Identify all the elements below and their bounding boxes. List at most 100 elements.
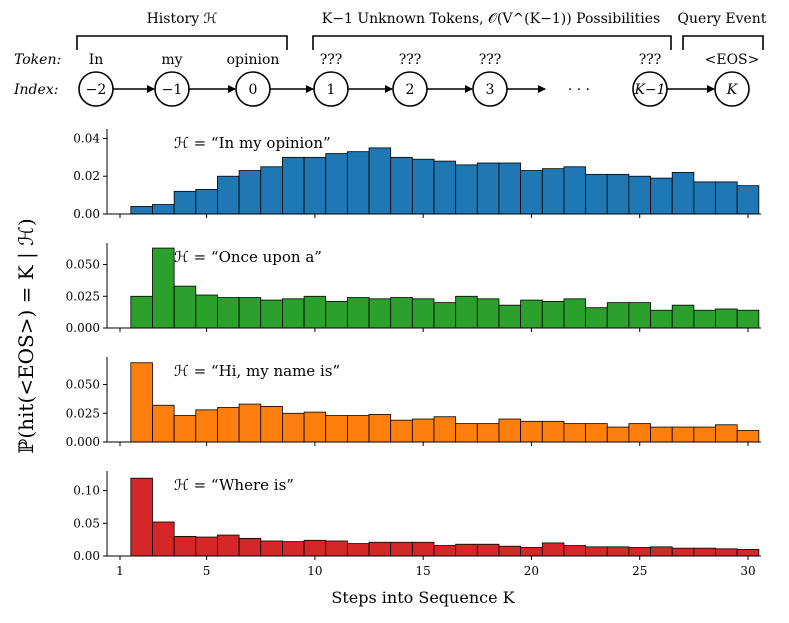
bracket-unknown (312, 35, 672, 50)
bar (130, 362, 153, 443)
bar (173, 535, 197, 557)
chart-panel: 0.000 0.025 0.050 ℋ = “Once upon a” (66, 243, 761, 335)
bar (152, 521, 175, 557)
bar (282, 412, 305, 443)
bar (411, 158, 435, 215)
bar (455, 423, 478, 443)
bar (282, 298, 305, 329)
bar (368, 414, 392, 443)
token-label: In (89, 52, 104, 68)
bracket-query (682, 35, 764, 50)
x-tick-label: 1 (116, 564, 124, 578)
bar (476, 543, 500, 557)
bar (498, 545, 522, 557)
bar (606, 546, 630, 557)
bar (736, 430, 760, 443)
bar (650, 177, 673, 215)
bar (693, 547, 716, 557)
index-node-label: K (726, 82, 739, 98)
bar (563, 545, 586, 557)
bracket-history-label: History ℋ (147, 11, 218, 27)
bar (411, 541, 435, 557)
bar (282, 156, 305, 215)
bar (541, 542, 565, 557)
bar (715, 181, 738, 215)
bar (585, 307, 608, 329)
bar (346, 415, 370, 443)
bar (455, 164, 478, 215)
bar (303, 411, 327, 443)
x-tick-label: 20 (524, 564, 539, 578)
bar (650, 309, 673, 329)
bar (671, 547, 695, 557)
bar (541, 420, 565, 443)
bar (173, 415, 197, 443)
bar (606, 173, 630, 215)
bar (520, 170, 543, 215)
bar (433, 545, 457, 557)
bar (195, 189, 218, 215)
bar (152, 204, 175, 215)
index-nodes: −2 −1 0 1 2 3 K−1 K (78, 71, 750, 107)
bar (628, 175, 651, 215)
bar (585, 546, 608, 557)
bar (650, 546, 673, 557)
bar (346, 151, 370, 215)
bar (650, 426, 673, 443)
bar (715, 548, 738, 557)
bar (433, 160, 457, 215)
bar (541, 168, 565, 215)
bar (455, 295, 478, 329)
index-node-label: 1 (327, 82, 336, 98)
bar (152, 404, 175, 443)
bar (520, 299, 543, 329)
y-tick-label: 0.000 (66, 435, 100, 449)
chart-panel: 0.00 0.02 0.04 ℋ = “In my opinion” (73, 129, 761, 221)
bar (238, 170, 262, 215)
bar (195, 409, 218, 443)
bar (325, 540, 348, 557)
bar (498, 304, 522, 329)
bar (260, 405, 283, 443)
bar (693, 426, 716, 443)
bar (736, 309, 760, 329)
bar (260, 299, 283, 329)
bar (152, 247, 175, 329)
bar (217, 297, 240, 329)
bar (325, 415, 348, 443)
index-node-label: −2 (86, 82, 107, 98)
bar (736, 185, 760, 215)
bar (563, 166, 586, 215)
bar (390, 156, 413, 215)
bar (368, 147, 392, 215)
chart-panel: 0.000.050.101 5 10 15 20 25 30ℋ = “Where is” (73, 471, 761, 578)
y-tick-label: 0.00 (73, 549, 100, 563)
y-tick-label: 0.00 (73, 207, 100, 221)
bar (433, 416, 457, 443)
bar (736, 549, 760, 557)
bracket-query-label: Query Event (678, 11, 767, 27)
bar (260, 166, 283, 215)
ellipsis: · · · (568, 82, 590, 98)
bar (628, 423, 651, 443)
bar (671, 426, 695, 443)
y-tick-label: 0.02 (73, 169, 100, 183)
index-node (714, 71, 750, 107)
bar (238, 403, 262, 443)
bar (238, 297, 262, 329)
y-tick-label: 0.10 (73, 484, 100, 498)
bar (628, 547, 651, 557)
bar (195, 294, 218, 329)
y-axis-label: ℙ(hit(<EOS>) = K | ℋ) (14, 218, 39, 453)
token-row-label: Token: (14, 52, 61, 68)
bar (217, 534, 240, 557)
bar (303, 539, 327, 557)
index-node-label: 3 (486, 82, 495, 98)
bar (390, 541, 413, 557)
bar (498, 418, 522, 443)
bar (585, 173, 608, 215)
bar (238, 537, 262, 557)
token-diagram: History ℋ K−1 Unknown Tokens, 𝒪(V^(K−1))… (13, 11, 767, 107)
